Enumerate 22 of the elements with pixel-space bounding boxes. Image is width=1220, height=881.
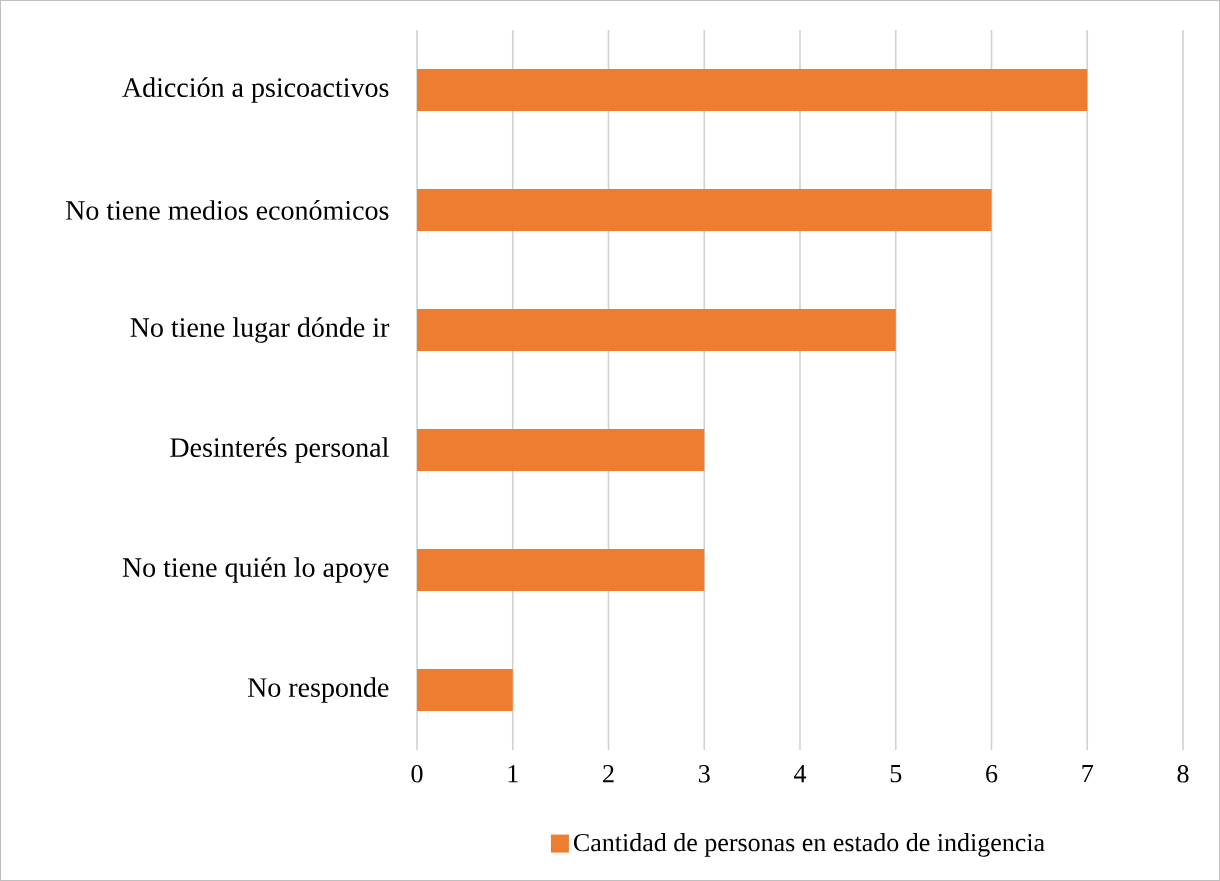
y-tick-label: No responde — [247, 677, 389, 703]
x-tick-label: 5 — [890, 765, 902, 783]
x-tick-label: 1 — [508, 765, 518, 783]
y-tick-label: No tiene quién lo apoye — [122, 557, 389, 583]
x-tick-label: 0 — [411, 765, 423, 783]
x-tick-label: 7 — [1082, 765, 1094, 783]
legend-label: Cantidad de personas en estado de indigencia — [573, 833, 1045, 857]
bar — [417, 429, 705, 471]
bar — [417, 189, 992, 231]
bar — [417, 549, 705, 591]
bar — [417, 69, 1088, 111]
y-tick-label: No tiene lugar dónde ir — [130, 317, 390, 343]
bar — [417, 309, 896, 351]
x-tick-label: 3 — [699, 765, 710, 783]
y-tick-label: Desinterés personal — [170, 437, 389, 463]
x-tick-label: 2 — [603, 765, 614, 783]
x-tick-label: 4 — [794, 765, 807, 783]
bar — [417, 668, 513, 711]
y-tick-label: No tiene medios económicos — [65, 200, 389, 220]
x-tick-label: 8 — [1177, 765, 1189, 783]
x-tick-label: 6 — [986, 765, 998, 783]
y-tick-label: Adicción a psicoactivos — [122, 77, 389, 103]
